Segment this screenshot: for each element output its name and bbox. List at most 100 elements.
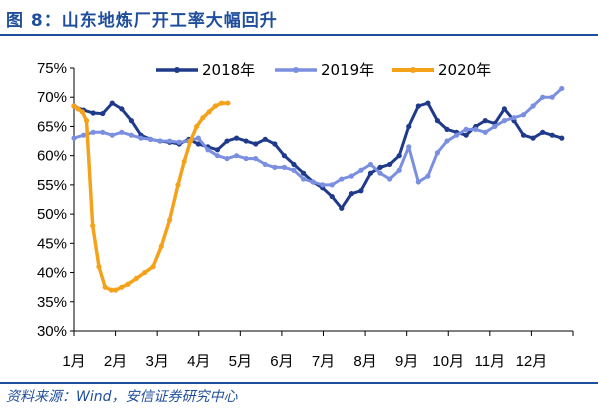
data-point [329, 182, 335, 188]
data-point [406, 144, 412, 150]
data-point [181, 158, 187, 165]
y-tick-label: 65% [37, 118, 67, 135]
data-point [125, 281, 131, 287]
data-point [253, 141, 259, 147]
legend-marker [293, 67, 299, 73]
data-point [206, 109, 212, 115]
series-layer [71, 85, 565, 293]
data-point [108, 287, 115, 293]
data-point [79, 109, 85, 115]
data-point [90, 223, 96, 229]
x-tick-label: 3月 [145, 353, 168, 370]
data-point [205, 147, 211, 153]
data-point [176, 139, 182, 145]
y-tick-label: 70% [37, 89, 67, 106]
data-point [233, 135, 240, 141]
data-point [530, 103, 536, 109]
data-point [194, 123, 200, 130]
legend: 2018年 2019年 2020年 [156, 61, 491, 79]
data-point [128, 118, 134, 124]
data-point [530, 135, 536, 141]
data-point [272, 164, 278, 170]
data-point [300, 170, 307, 176]
data-point [90, 129, 96, 135]
data-point [175, 182, 181, 188]
data-point [377, 164, 383, 170]
data-point [320, 182, 326, 188]
legend-marker [174, 67, 180, 73]
x-tick-label: 11月 [475, 353, 506, 370]
data-point [444, 126, 450, 132]
x-tick-label: 2月 [104, 353, 127, 370]
series-line [72, 87, 564, 187]
data-point [272, 141, 278, 147]
x-tick-label: 8月 [353, 353, 376, 370]
y-tick-label: 40% [37, 265, 67, 282]
data-point [367, 161, 374, 168]
data-point [329, 193, 335, 200]
data-point [262, 161, 268, 168]
data-point [71, 135, 77, 141]
series-line [72, 101, 564, 210]
legend-marker [410, 67, 416, 73]
data-point [540, 94, 546, 100]
data-point [128, 132, 134, 138]
data-point [463, 132, 469, 138]
data-point [102, 284, 108, 290]
data-point [100, 129, 106, 135]
data-point [358, 188, 364, 194]
data-point [387, 161, 393, 168]
data-point [133, 275, 139, 281]
title-rule [0, 34, 598, 36]
legend-label: 2019年 [321, 61, 374, 79]
data-point [200, 115, 206, 121]
x-tick-label: 10月 [432, 353, 464, 370]
data-point [434, 118, 441, 124]
data-point [224, 155, 230, 162]
source-note: 资料来源：Wind，安信证券研究中心 [6, 389, 238, 405]
data-point [444, 138, 450, 144]
data-point [119, 284, 125, 290]
data-point [253, 155, 259, 162]
data-point [406, 123, 412, 130]
data-point [540, 129, 546, 135]
data-point [233, 153, 240, 159]
data-point [300, 176, 307, 182]
data-point [109, 132, 115, 138]
data-point [559, 135, 565, 141]
data-point [96, 264, 102, 270]
data-point [549, 132, 555, 138]
data-point [482, 129, 488, 135]
data-point [150, 264, 156, 270]
series-1 [71, 85, 565, 188]
data-point [138, 135, 144, 141]
data-point [90, 110, 96, 116]
y-tick-label: 75% [37, 60, 67, 77]
data-point [219, 100, 225, 106]
data-point [559, 85, 565, 92]
figure-title: 图 8：山东地炼厂开工率大幅回升 [6, 11, 278, 31]
data-point [167, 217, 173, 223]
data-point [214, 147, 221, 153]
x-tick-label: 5月 [229, 353, 252, 370]
data-point [243, 155, 249, 162]
data-point [262, 136, 268, 142]
legend-label: 2020年 [438, 61, 491, 79]
data-point [463, 126, 469, 132]
data-point [501, 118, 507, 124]
y-tick-label: 55% [37, 177, 67, 194]
data-point [291, 161, 297, 168]
data-point [112, 287, 119, 293]
data-point [243, 138, 249, 144]
x-axis: 1月 2月 3月 4月 5月 6月 7月 8月 9月 10月 11月 12月 [62, 330, 574, 370]
data-point [80, 132, 87, 138]
data-point [358, 167, 364, 173]
data-point [147, 136, 154, 142]
data-point [225, 100, 231, 106]
data-point [158, 243, 164, 249]
x-tick-label: 7月 [312, 353, 335, 370]
data-point [281, 153, 288, 159]
data-point [367, 170, 374, 176]
data-point [492, 123, 498, 130]
data-point [425, 100, 431, 106]
